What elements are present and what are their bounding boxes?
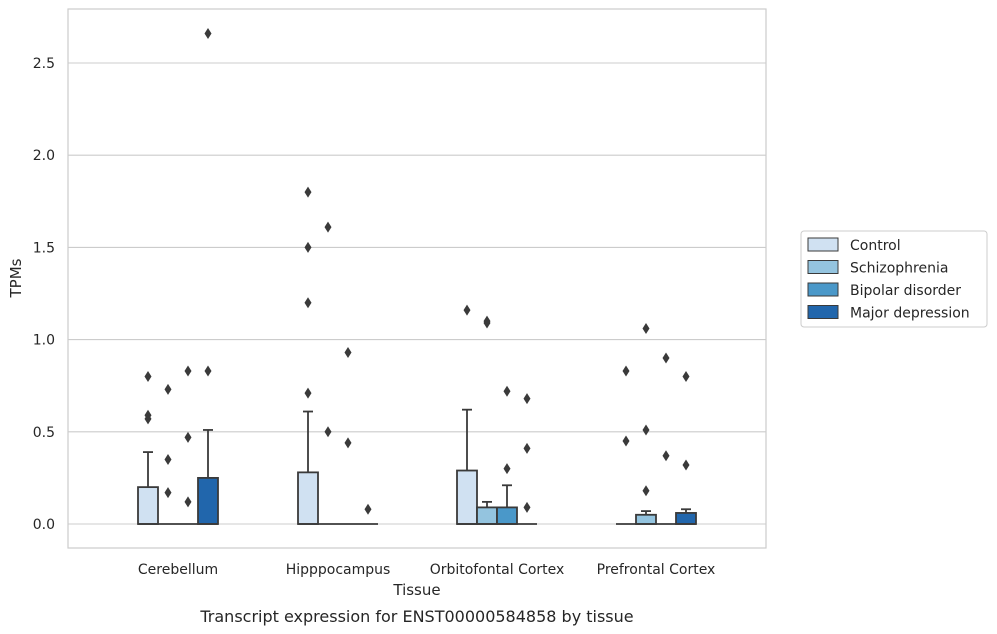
x-tick-label: Cerebellum — [138, 562, 218, 578]
box-group — [358, 503, 378, 525]
outlier-point — [642, 323, 650, 335]
box-group — [496, 385, 518, 525]
outlier-point — [523, 393, 531, 405]
outlier-point — [344, 347, 352, 359]
outlier-point — [642, 485, 650, 497]
outlier-point — [304, 241, 312, 253]
outlier-point — [503, 463, 511, 475]
box-group — [635, 323, 657, 525]
y-tick-label: 0.5 — [33, 425, 55, 441]
outlier-point — [204, 365, 212, 377]
outlier-point — [164, 383, 172, 395]
outlier-point — [144, 370, 152, 382]
legend-frame — [800, 230, 988, 328]
legend-swatch — [807, 237, 839, 252]
outlier-point — [304, 387, 312, 399]
box-group — [318, 221, 338, 525]
outlier-point — [304, 297, 312, 309]
outlier-point — [463, 304, 471, 316]
box-group — [178, 365, 198, 525]
outlier-point — [503, 385, 511, 397]
outlier-point — [364, 503, 372, 515]
box — [476, 506, 498, 525]
x-axis-ticks: Cerebellum Hipppocampus Orbitofontal Corte… — [138, 562, 715, 578]
x-tick-label: Hipppocampus — [286, 562, 391, 578]
outlier-point — [523, 442, 531, 454]
box-group — [197, 27, 219, 525]
outlier-point — [304, 186, 312, 198]
outlier-point — [682, 459, 690, 471]
y-tick-label: 1.0 — [33, 333, 55, 349]
outlier-point — [184, 365, 192, 377]
x-axis-label: Tissue — [392, 581, 440, 599]
y-tick-label: 1.5 — [33, 240, 55, 256]
outlier-point — [144, 409, 152, 421]
box — [496, 506, 518, 525]
legend-label: Major depression — [850, 306, 970, 322]
y-axis-ticks: 0.0 0.5 1.0 1.5 2.0 2.5 — [33, 56, 55, 533]
outlier-point — [662, 450, 670, 462]
plot-frame — [67, 8, 767, 549]
outlier-point — [324, 221, 332, 233]
x-tick-label: Orbitofontal Cortex — [430, 562, 565, 578]
outlier-point — [662, 352, 670, 364]
box — [635, 513, 657, 525]
x-tick-label: Prefrontal Cortex — [597, 562, 716, 578]
outlier-point — [622, 435, 630, 447]
legend-swatch — [807, 260, 839, 274]
box-group — [656, 352, 676, 525]
box — [675, 512, 697, 525]
box — [456, 469, 478, 525]
outlier-point — [622, 365, 630, 377]
box-group — [137, 370, 159, 525]
y-tick-label: 2.0 — [33, 148, 55, 164]
outlier-point — [642, 424, 650, 436]
outlier-point — [164, 487, 172, 499]
legend-label: Bipolar disorder — [850, 283, 961, 299]
outlier-point — [324, 426, 332, 438]
box-group — [456, 304, 478, 525]
outlier-point — [204, 27, 212, 39]
box-group — [476, 315, 498, 525]
y-tick-label: 0.0 — [33, 517, 55, 533]
y-tick-label: 2.5 — [33, 56, 55, 72]
outlier-point — [682, 370, 690, 382]
outlier-point — [344, 437, 352, 449]
legend: Control Schizophrenia Bipolar disorder Majo… — [800, 230, 988, 328]
chart-caption: Transcript expression for ENST0000058485… — [199, 607, 633, 626]
box-group — [616, 365, 636, 525]
box-group — [297, 186, 319, 525]
box-group — [675, 370, 697, 525]
box — [197, 476, 219, 525]
y-axis-label: TPMs — [7, 258, 25, 298]
gridlines — [68, 62, 766, 525]
legend-label: Control — [850, 238, 901, 254]
legend-label: Schizophrenia — [850, 261, 948, 277]
plot-boxes — [137, 27, 697, 525]
box — [297, 471, 319, 525]
box-group — [158, 383, 178, 525]
legend-swatch — [807, 305, 839, 319]
outlier-point — [523, 501, 531, 513]
outlier-point — [164, 453, 172, 465]
box-group — [517, 393, 537, 525]
outlier-point — [483, 315, 491, 327]
box — [137, 486, 159, 525]
box-group — [338, 347, 358, 525]
legend-swatch — [807, 282, 839, 297]
outlier-point — [184, 431, 192, 443]
outlier-point — [184, 496, 192, 508]
